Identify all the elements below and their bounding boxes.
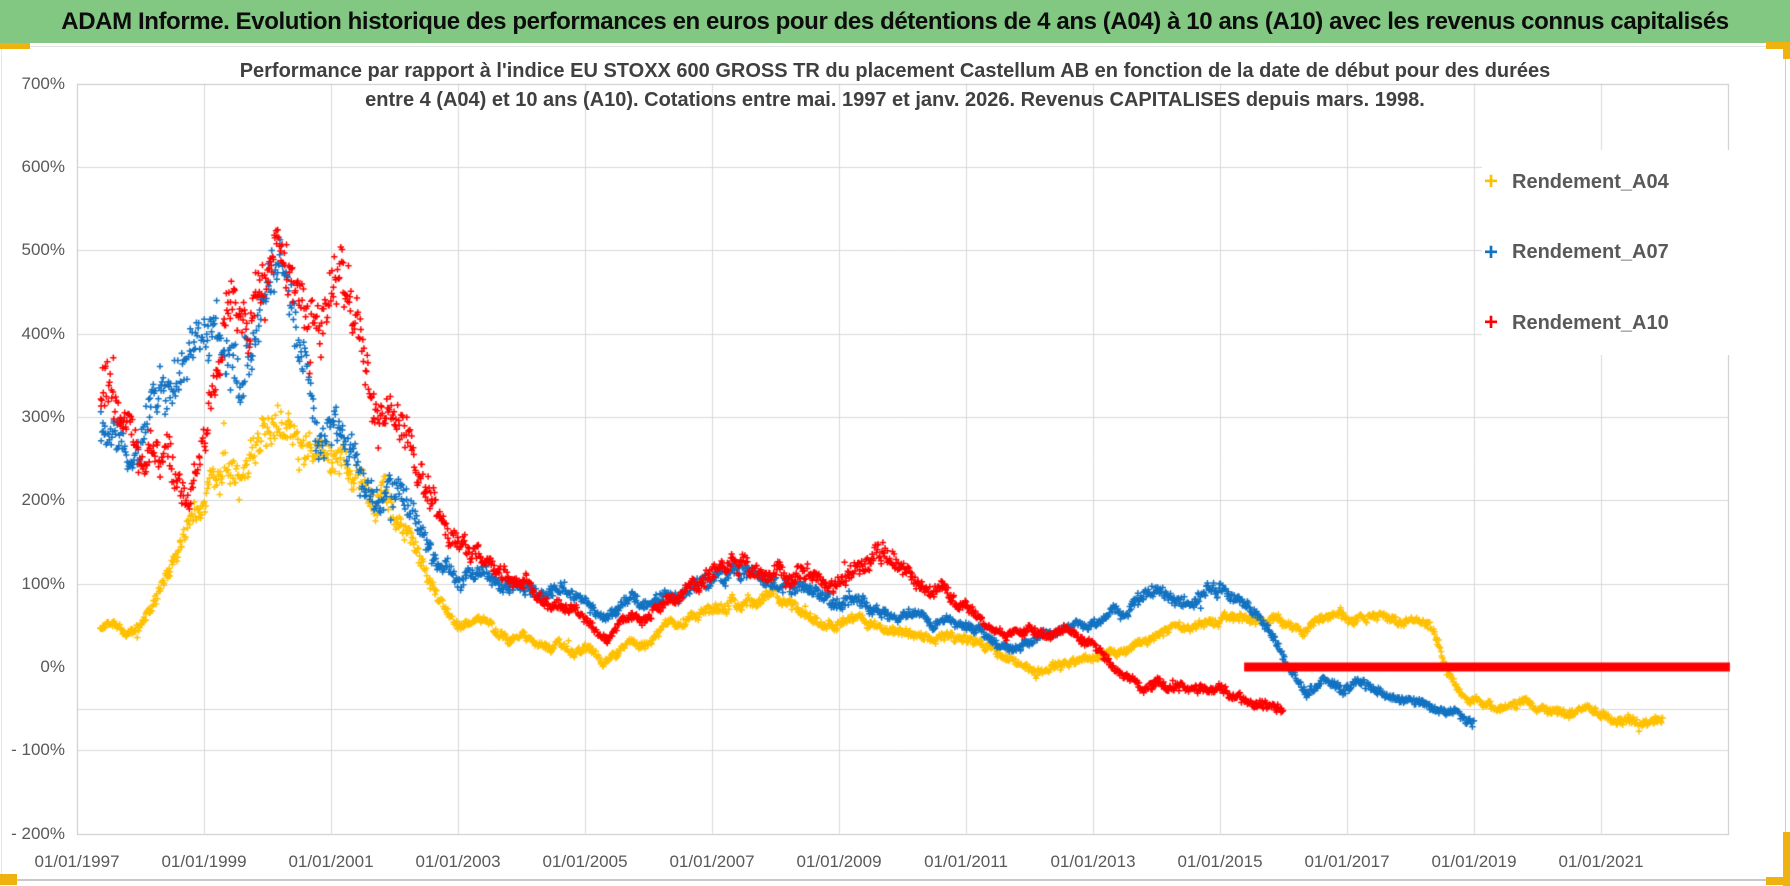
report-title: ADAM Informe. Evolution historique des p… (61, 7, 1729, 35)
y-tick-label: 0% (40, 657, 65, 676)
x-tick-label: 01/01/2003 (415, 852, 501, 871)
x-tick-label: 01/01/2001 (288, 852, 374, 871)
x-tick-label: 01/01/2007 (669, 852, 755, 871)
selection-handle-bottom-right-h (1766, 877, 1790, 885)
x-tick-label: 01/01/2013 (1050, 852, 1136, 871)
y-tick-label: 600% (21, 157, 65, 177)
selection-handle-bottom-right-v[interactable] (1783, 832, 1790, 886)
y-tick-label: - 100% (11, 740, 65, 760)
chart-frame-bottom-border (8, 879, 1776, 881)
selection-handle-top-right-v (1783, 42, 1790, 59)
plus-marker-icon-a10: + (1483, 309, 1498, 336)
x-tick-label: 01/01/1999 (161, 852, 247, 871)
y-tick-label: 100% (21, 573, 65, 593)
x-tick-label: 01/01/2009 (796, 852, 882, 871)
x-tick-label: 01/01/2005 (542, 852, 628, 871)
legend-label-a04: Rendement_A04 (1512, 170, 1669, 193)
legend-label-a07: Rendement_A07 (1512, 241, 1669, 263)
y-tick-label: - 200% (11, 823, 65, 843)
plus-marker-icon-a04: + (1483, 168, 1498, 195)
selection-handle-top-left[interactable] (0, 43, 30, 49)
selection-handle-bottom-left[interactable] (0, 874, 17, 885)
chart-title-line2: entre 4 (A04) et 10 ans (A10). Cotations… (365, 89, 1425, 111)
chart-frame-right-border (1785, 47, 1786, 886)
x-tick-label: 01/01/2017 (1304, 852, 1390, 871)
x-tick-label: 01/01/2019 (1431, 852, 1517, 871)
chart-frame-top-border (0, 46, 1790, 47)
chart-legend: + Rendement_A04 + Rendement_A07 + Rendem… (1482, 150, 1732, 355)
chart-title: Performance par rapport à l'indice EU ST… (90, 57, 1700, 115)
x-tick-label: 01/01/2015 (1177, 852, 1263, 871)
report-title-banner: ADAM Informe. Evolution historique des p… (0, 0, 1790, 43)
selection-handle-top-right[interactable] (1766, 42, 1790, 49)
x-tick-label: 01/01/2021 (1558, 852, 1644, 871)
y-tick-label: 400% (21, 323, 65, 343)
legend-item-rendement-a10[interactable]: + Rendement_A10 (1482, 303, 1732, 343)
x-tick-label: 01/01/2011 (924, 852, 1008, 871)
x-tick-label: 01/01/1997 (34, 852, 120, 871)
y-tick-label: 500% (21, 240, 65, 260)
plus-marker-icon-a07: + (1483, 238, 1498, 266)
y-tick-label: 200% (21, 490, 65, 510)
y-tick-label: 300% (21, 407, 65, 426)
legend-label-a10: Rendement_A10 (1512, 311, 1669, 334)
chart-frame-left-border (1, 47, 2, 880)
legend-item-rendement-a04[interactable]: + Rendement_A04 (1482, 162, 1732, 202)
legend-item-rendement-a07[interactable]: + Rendement_A07 (1482, 233, 1732, 273)
chart-title-line1: Performance par rapport à l'indice EU ST… (239, 60, 1551, 82)
y-tick-label: 700% (21, 73, 65, 93)
